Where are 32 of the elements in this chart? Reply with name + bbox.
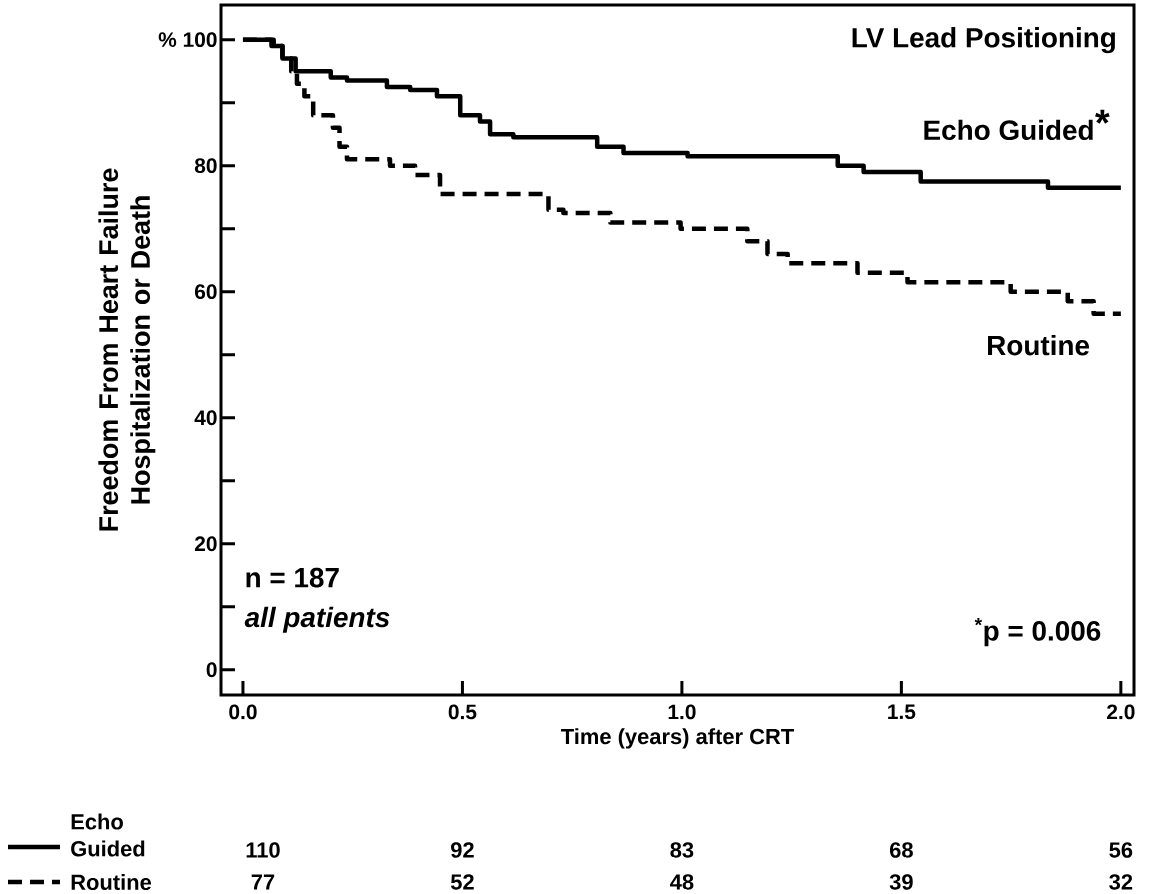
y-tick-label: 80: [194, 158, 217, 174]
x-tick-label: 2.0: [1107, 704, 1135, 720]
text: 48: [670, 874, 694, 890]
y-tick-label: 20: [194, 536, 217, 552]
x-tick-label: 0.5: [448, 704, 477, 720]
text: 32: [1109, 874, 1133, 890]
x-axis-title: Time (years) after CRT: [561, 728, 794, 749]
legend-label: Routine: [71, 873, 152, 891]
text: 52: [450, 874, 474, 890]
y-tick-label: 0: [206, 662, 217, 678]
y-tick-label: 60: [194, 284, 217, 300]
y-axis-title: Freedom From Heart Failure Hospitalization or Death: [98, 168, 156, 531]
legend-label: Echo Guided: [71, 813, 145, 857]
annotation: n = 187: [246, 567, 339, 588]
text: Echo Guided: [924, 119, 1093, 141]
x-tick-label: 1.5: [888, 704, 916, 720]
text: 77: [251, 874, 275, 890]
annotation: LV Lead Positioning: [852, 27, 1115, 54]
text: 92: [451, 842, 474, 858]
x-tick-label: 0.0: [229, 704, 257, 720]
annotation: $^{*}$p = 0.006: [974, 618, 1101, 647]
y-tick-label: % 100: [158, 32, 217, 48]
text: 56: [1109, 842, 1133, 858]
text: 110: [246, 842, 280, 858]
text: 83: [670, 842, 694, 858]
annotation: all patients: [244, 606, 390, 633]
annotation: *: [1095, 109, 1110, 124]
x-tick-label: 1.0: [668, 704, 696, 720]
text: 68: [889, 842, 913, 858]
text: Routine: [988, 334, 1090, 356]
y-tick-label: 40: [194, 410, 217, 426]
text: 39: [889, 874, 913, 890]
